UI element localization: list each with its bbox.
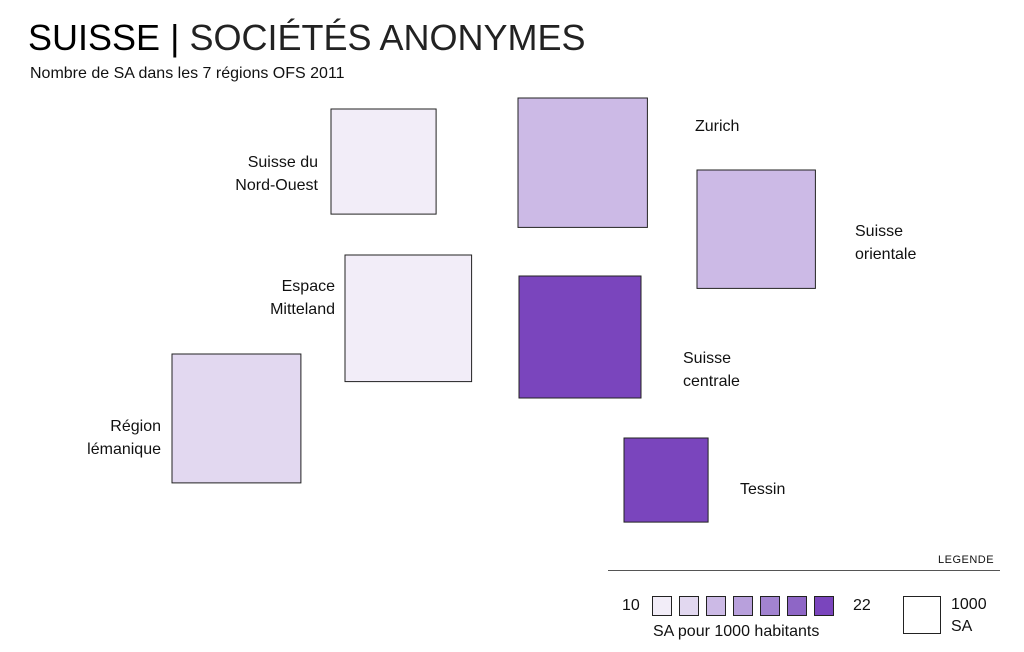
- title-main: SUISSE: [28, 17, 161, 58]
- legend-swatch-0: [652, 596, 672, 616]
- region-square-0: [330, 108, 437, 215]
- region-label-5: Région lémanique: [87, 418, 161, 458]
- region-label-line: Espace: [282, 278, 335, 295]
- chart-subtitle: Nombre de SA dans les 7 régions OFS 2011: [30, 65, 345, 82]
- region-label-line: Tessin: [740, 481, 785, 498]
- region-label-line: lémanique: [87, 441, 161, 458]
- region-label-line: Nord-Ouest: [235, 177, 318, 194]
- legend-size-label: 1000 SA: [951, 594, 987, 638]
- legend-divider: [608, 570, 1000, 571]
- region-label-line: Suisse: [855, 223, 903, 240]
- legend-color-max: 22: [853, 597, 871, 614]
- region-label-line: Mitteland: [270, 301, 335, 318]
- legend-swatch-4: [760, 596, 780, 616]
- title-sub: SOCIÉTÉS ANONYMES: [189, 17, 586, 58]
- legend-color-min: 10: [622, 597, 640, 614]
- region-label-4: Suisse centrale: [683, 350, 740, 390]
- region-label-0: Suisse du Nord-Ouest: [235, 154, 318, 194]
- title-separator: |: [170, 17, 180, 58]
- region-label-line: orientale: [855, 246, 916, 263]
- legend-color-scale: [652, 596, 834, 616]
- legend-swatch-1: [679, 596, 699, 616]
- region-label-2: Suisse orientale: [855, 223, 916, 263]
- region-label-line: Région: [110, 418, 161, 435]
- region-map: Suisse du Nord-Ouest Zurich Suisse orientale…: [87, 97, 916, 523]
- legend-swatch-2: [706, 596, 726, 616]
- region-square-5: [171, 353, 302, 484]
- legend-swatch-5: [787, 596, 807, 616]
- legend-color-caption: SA pour 1000 habitants: [653, 623, 820, 640]
- legend-swatch-6: [814, 596, 834, 616]
- region-square-4: [518, 275, 642, 399]
- chart-title: SUISSE | SOCIÉTÉS ANONYMES: [28, 16, 586, 60]
- region-square-6: [623, 437, 709, 523]
- legend-swatch-3: [733, 596, 753, 616]
- region-label-line: Suisse: [683, 350, 731, 367]
- region-label-1: Zurich: [695, 118, 739, 135]
- region-label-6: Tessin: [740, 481, 785, 498]
- region-square-3: [344, 254, 473, 383]
- region-label-line: centrale: [683, 373, 740, 390]
- region-label-line: Suisse du: [248, 154, 318, 171]
- region-label-3: Espace Mitteland: [270, 278, 335, 318]
- region-label-line: Zurich: [695, 118, 739, 135]
- legend-size-value: 1000: [951, 596, 987, 613]
- region-square-1: [517, 97, 648, 228]
- legend-title: LEGENDE: [938, 554, 995, 566]
- legend-size-unit: SA: [951, 618, 973, 635]
- region-square-2: [696, 169, 816, 289]
- legend-size-square: [903, 596, 941, 634]
